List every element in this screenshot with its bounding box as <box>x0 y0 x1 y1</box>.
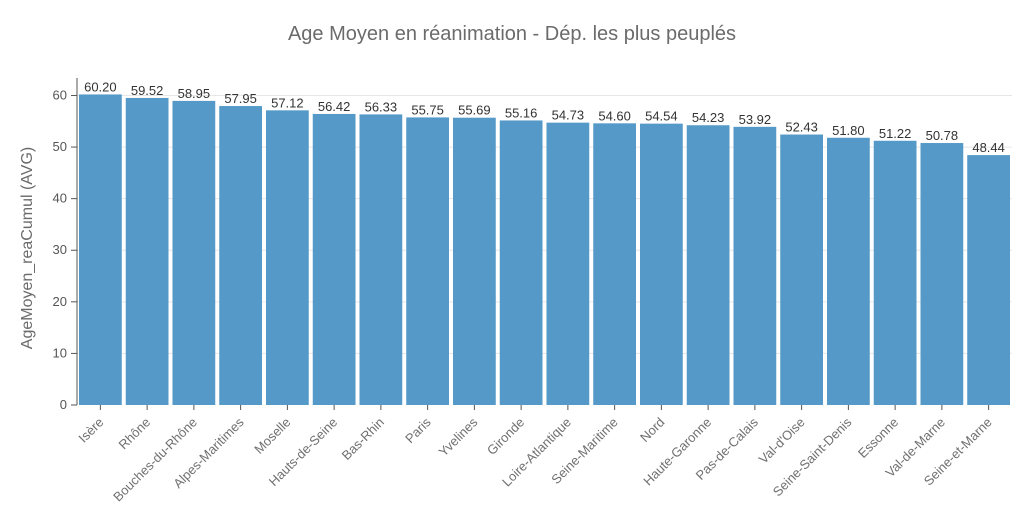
value-labels: 60.20 59.52 58.95 57.95 57.12 56.42 56.33 55.75… <box>84 79 1005 155</box>
value-label: 53.92 <box>739 112 772 127</box>
value-label: 60.20 <box>84 79 117 94</box>
value-label: 50.78 <box>926 128 959 143</box>
bar[interactable] <box>827 137 870 405</box>
value-label: 51.22 <box>879 126 912 141</box>
chart-title: Age Moyen en réanimation - Dép. les plus… <box>288 23 736 45</box>
bar[interactable] <box>453 117 496 405</box>
bar[interactable] <box>546 122 590 406</box>
y-axis: 0 10 20 30 40 50 60 <box>53 78 78 412</box>
value-label: 56.33 <box>365 99 398 114</box>
category-label: Essonne <box>855 415 901 461</box>
category-label: Paris <box>402 414 434 446</box>
bar[interactable] <box>499 120 543 405</box>
bar[interactable] <box>733 126 777 405</box>
bar[interactable] <box>920 143 964 406</box>
bar[interactable] <box>172 100 216 406</box>
bar[interactable] <box>686 125 730 405</box>
bar[interactable] <box>873 140 917 405</box>
y-axis-label: AgeMoyen_reaCumul (AVG) <box>19 147 36 349</box>
y-tick-label: 20 <box>53 294 67 309</box>
bar[interactable] <box>312 113 356 405</box>
value-label: 57.12 <box>271 95 304 110</box>
category-label: Bouches-du-Rhône <box>110 415 200 505</box>
value-label: 55.16 <box>505 105 538 120</box>
bar[interactable] <box>125 97 169 405</box>
category-label: Yvelines <box>436 414 481 459</box>
y-tick-label: 50 <box>53 139 67 154</box>
bar[interactable] <box>640 123 683 406</box>
y-tick-label: 30 <box>53 242 67 257</box>
bar[interactable] <box>79 94 122 405</box>
y-tick-label: 0 <box>60 397 67 412</box>
bar[interactable] <box>359 114 403 406</box>
value-label: 51.80 <box>832 123 865 138</box>
value-label: 58.95 <box>178 86 211 101</box>
value-label: 54.60 <box>598 108 631 123</box>
x-axis-categories: Isère RhôneBouches-du-RhôneAlpes-Maritime… <box>75 405 995 505</box>
value-label: 56.42 <box>318 99 351 114</box>
value-label: 55.75 <box>411 102 444 117</box>
value-label: 54.73 <box>552 108 585 123</box>
bar[interactable] <box>593 123 636 405</box>
value-label: 57.95 <box>224 91 257 106</box>
category-label: Isère <box>75 415 106 446</box>
value-label: 48.44 <box>972 140 1005 155</box>
bar[interactable] <box>266 110 309 405</box>
bar[interactable] <box>780 134 823 405</box>
bar[interactable] <box>967 155 1010 405</box>
category-label: Rhône <box>116 415 154 453</box>
value-label: 55.69 <box>458 103 491 118</box>
category-label: Moselle <box>251 415 293 457</box>
value-label: 54.54 <box>645 109 678 124</box>
bars <box>79 94 1010 406</box>
y-tick-label: 60 <box>53 87 67 102</box>
grid-lines <box>77 94 1012 354</box>
value-label: 54.23 <box>692 110 725 125</box>
bar[interactable] <box>219 106 262 406</box>
category-label: Nord <box>637 415 668 446</box>
value-label: 52.43 <box>785 120 818 135</box>
category-label: Gironde <box>484 415 527 458</box>
y-tick-label: 10 <box>53 345 67 360</box>
value-label: 59.52 <box>131 83 164 98</box>
bar[interactable] <box>406 117 449 406</box>
y-tick-label: 40 <box>53 191 67 206</box>
category-label: Seine-Saint-Denis <box>770 414 855 499</box>
category-label: Bas-Rhin <box>339 415 387 463</box>
